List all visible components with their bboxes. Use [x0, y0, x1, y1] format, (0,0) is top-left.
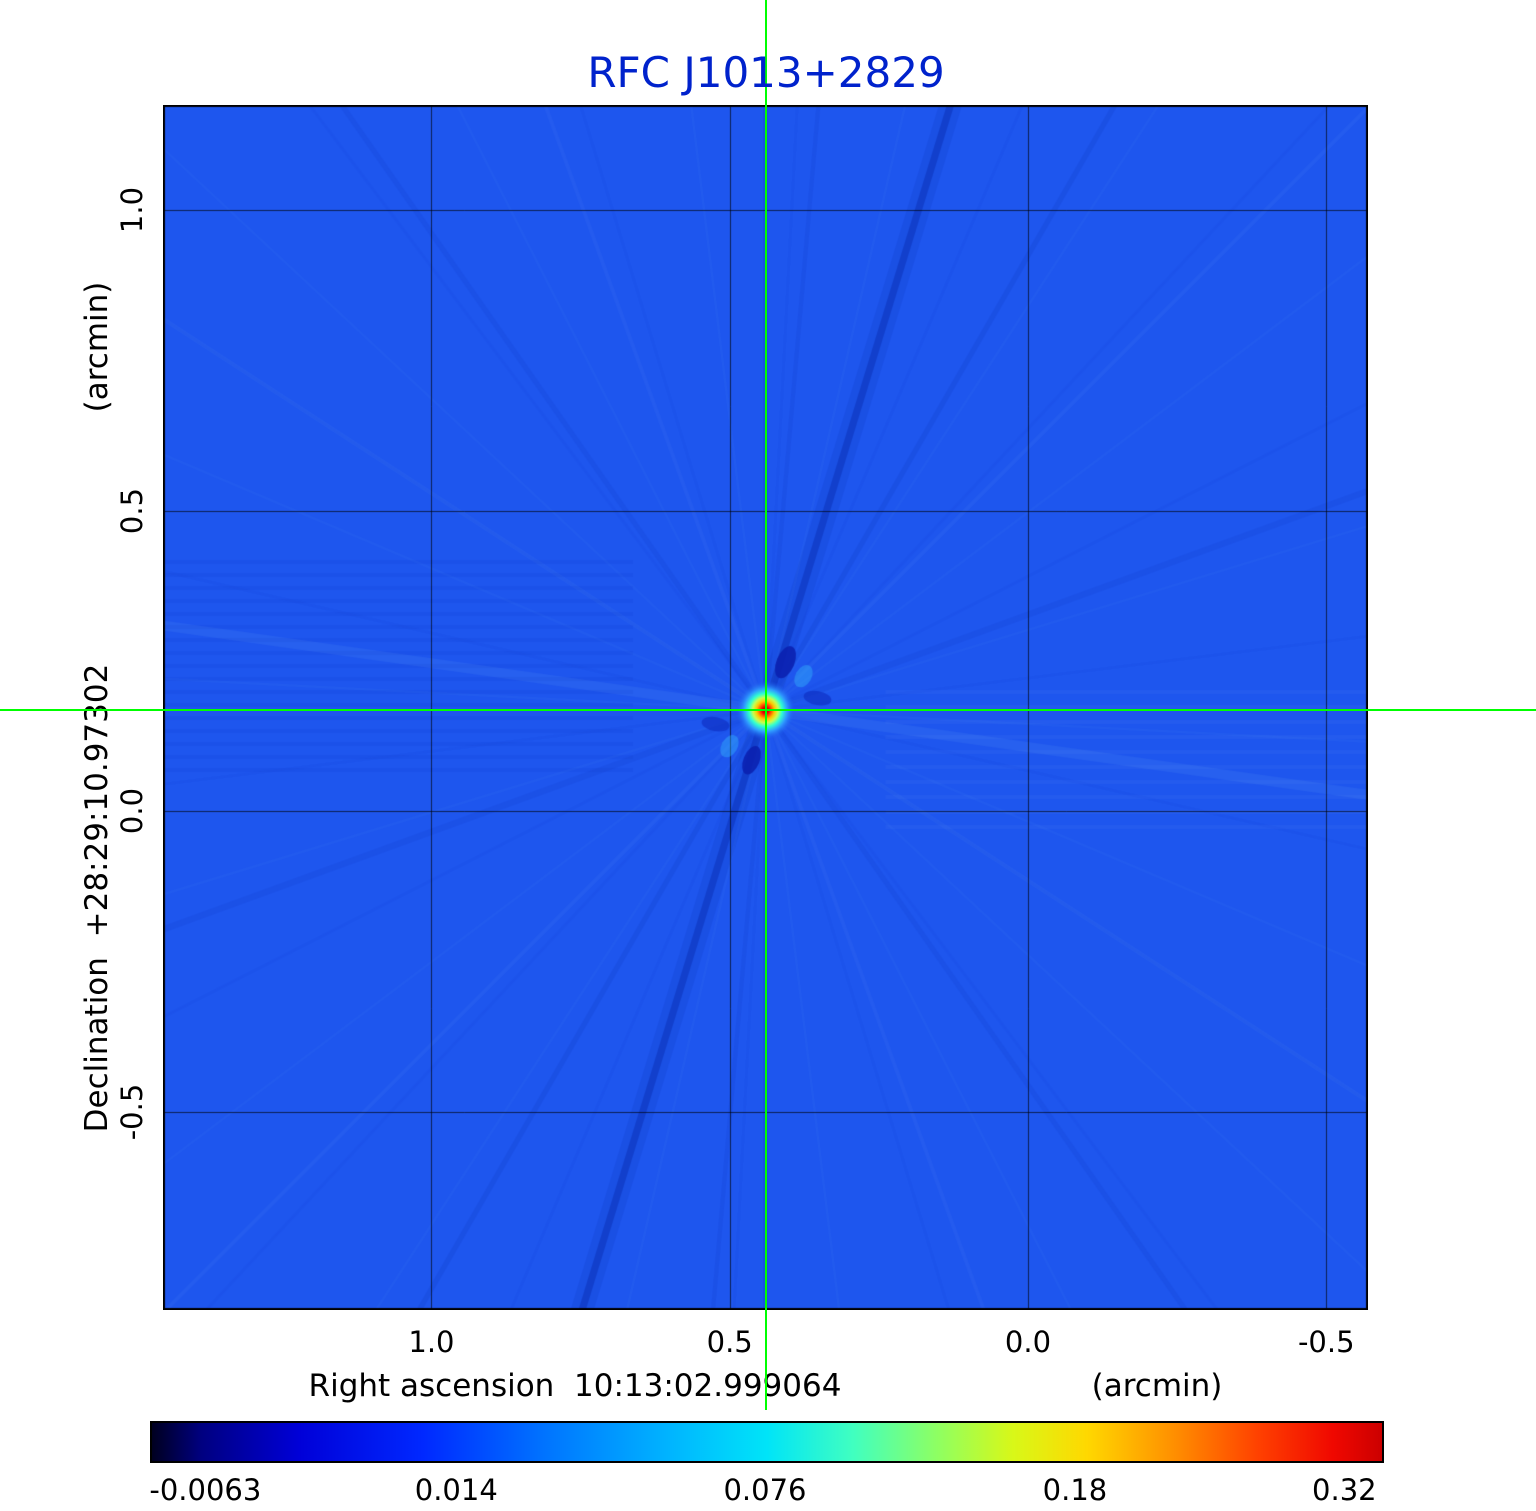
x-tick-label: 1.0 [408, 1325, 455, 1359]
y-tick-label: -0.5 [115, 1083, 149, 1140]
colorbar-tick-label: 0.014 [414, 1473, 498, 1507]
colorbar-tick-label: 0.32 [1312, 1473, 1377, 1507]
x-axis-unit-label: (arcmin) [1091, 1368, 1223, 1404]
crosshair-horizontal-line [0, 709, 1536, 712]
y-tick-label: 0.5 [115, 487, 149, 534]
y-tick-label: 0.0 [115, 788, 149, 835]
x-tick-label: 0.5 [706, 1325, 753, 1359]
x-tick-label: 0.0 [1004, 1325, 1052, 1359]
colorbar [150, 1421, 1384, 1463]
x-tick-label: -0.5 [1297, 1325, 1355, 1359]
y-axis-unit-label: (arcmin) [79, 281, 115, 413]
crosshair-vertical-line [764, 0, 767, 1410]
x-axis-label: Right ascension 10:13:02.999064 [308, 1368, 842, 1404]
colorbar-tick-label: 0.18 [1042, 1473, 1108, 1507]
colorbar-tick-label: 0.076 [723, 1473, 807, 1507]
colorbar-tick-label: -0.0063 [149, 1473, 262, 1507]
y-tick-label: 1.0 [115, 187, 149, 234]
chart-title: RFC J1013+2829 [587, 48, 945, 97]
y-axis-label: Declination +28:29:10.97302 [79, 663, 115, 1133]
